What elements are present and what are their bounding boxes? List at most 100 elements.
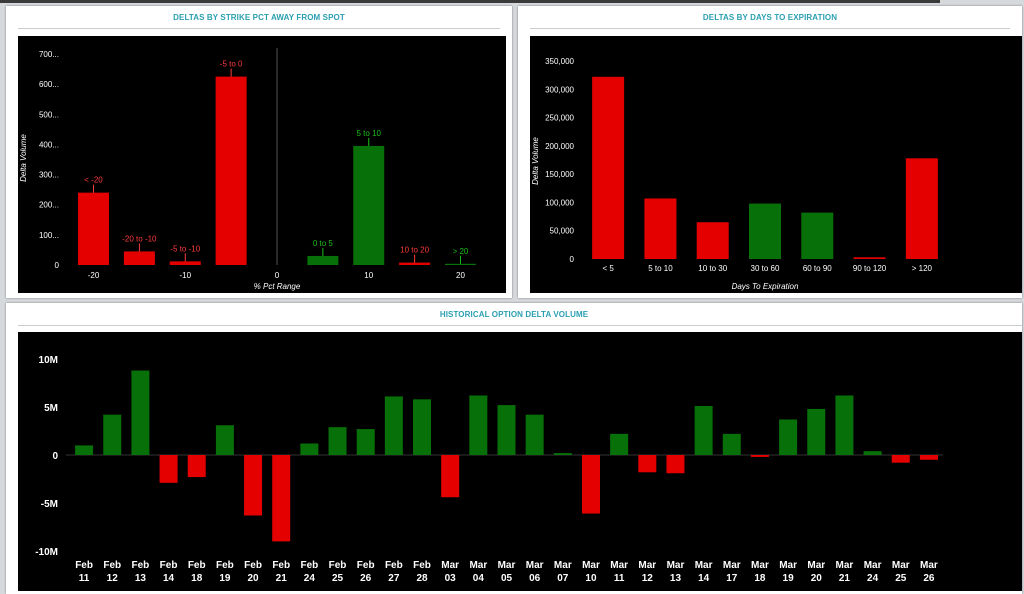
x-tick-day: 12 [642, 573, 654, 584]
panel-title: DELTAS BY STRIKE PCT AWAY FROM SPOT [173, 13, 345, 22]
x-tick-month: Mar [582, 560, 600, 571]
y-tick-label: 50,000 [550, 227, 575, 236]
y-tick-label: 250,000 [545, 114, 574, 123]
x-tick-day: 18 [191, 573, 203, 584]
historical-delta-panel: HISTORICAL OPTION DELTA VOLUME 10M 5M 0 -5M… [6, 303, 1022, 594]
x-tick-month: Feb [216, 560, 234, 571]
historical-delta-chart: 10M 5M 0 -5M -10M Feb 11 Feb 12 Feb 13 Feb 14 Feb 18 Fe… [35, 355, 943, 584]
bar [169, 261, 201, 265]
x-tick-label: < 5 [602, 264, 614, 273]
bar [413, 399, 432, 455]
bar [835, 395, 854, 455]
y-tick-label: 150,000 [545, 170, 574, 179]
x-tick-label: 10 [364, 271, 373, 280]
bar [384, 396, 403, 455]
bar [694, 406, 713, 455]
bar [497, 405, 516, 455]
bar [215, 425, 234, 455]
x-tick-day: 24 [867, 573, 879, 584]
y-tick-label: 200... [39, 201, 59, 210]
x-tick-month: Mar [836, 560, 854, 571]
bar [215, 76, 247, 265]
x-tick-label: 90 to 120 [853, 264, 887, 273]
bar-data-label: > 20 [453, 247, 469, 256]
y-tick-label: 600... [39, 80, 59, 89]
y-tick-label: 0 [52, 451, 58, 462]
bar [307, 255, 339, 265]
days-to-expiration-panel: DELTAS BY DAYS TO EXPIRATION 0 50,000 100,… [518, 6, 1022, 298]
x-tick-month: Feb [132, 560, 150, 571]
y-tick-label: 400... [39, 140, 59, 149]
x-tick-label: > 120 [912, 264, 933, 273]
x-tick-label: 30 to 60 [751, 264, 780, 273]
history-chart-area: 10M 5M 0 -5M -10M Feb 11 Feb 12 Feb 13 Feb 14 Feb 18 Fe… [18, 332, 1022, 591]
bar [696, 222, 729, 259]
bar [610, 433, 629, 455]
y-tick-label: 10M [39, 355, 58, 366]
bar [75, 445, 94, 455]
x-tick-month: Feb [357, 560, 375, 571]
x-tick-day: 06 [529, 573, 541, 584]
x-axis-title: % Pct Range [254, 282, 301, 291]
y-tick-label: 100... [39, 231, 59, 240]
bar [666, 455, 685, 474]
y-tick-label: 0 [55, 261, 60, 270]
x-tick-label: 10 to 30 [698, 264, 727, 273]
panel-title: HISTORICAL OPTION DELTA VOLUME [439, 310, 589, 319]
x-tick-label: 20 [456, 271, 465, 280]
bar [525, 414, 544, 455]
y-tick-label: 300,000 [545, 85, 574, 94]
x-tick-day: 13 [135, 573, 147, 584]
x-tick-day: 14 [698, 573, 710, 584]
y-axis-title: Delta Volume [19, 134, 28, 182]
x-tick-month: Mar [779, 560, 797, 571]
bar [131, 370, 150, 455]
x-tick-day: 19 [783, 573, 795, 584]
x-tick-month: Feb [272, 560, 290, 571]
bar [592, 76, 625, 259]
bar [644, 198, 677, 259]
dte-chart-area: 0 50,000 100,000 150,000 200,000 250,000 300,0… [530, 36, 1022, 293]
x-tick-month: Mar [498, 560, 516, 571]
x-tick-month: Feb [385, 560, 403, 571]
x-tick-month: Feb [329, 560, 347, 571]
x-tick-month: Feb [244, 560, 262, 571]
x-tick-day: 14 [163, 573, 175, 584]
x-tick-day: 11 [614, 573, 625, 584]
bar [78, 192, 110, 265]
x-tick-day: 03 [445, 573, 457, 584]
bar [891, 455, 910, 463]
x-tick-day: 28 [416, 573, 428, 584]
bar-data-label: < -20 [84, 176, 103, 185]
bar [123, 251, 155, 265]
x-tick-month: Mar [920, 560, 938, 571]
bar [441, 455, 460, 498]
bar-data-label: -5 to -10 [170, 244, 200, 253]
x-tick-day: 26 [923, 573, 935, 584]
x-tick-month: Mar [554, 560, 572, 571]
y-tick-label: 300... [39, 171, 59, 180]
title-divider [18, 325, 1022, 326]
window-top-edge [0, 0, 940, 3]
x-tick-day: 26 [360, 573, 372, 584]
bar [801, 212, 834, 259]
bar [159, 455, 178, 483]
x-tick-month: Feb [103, 560, 121, 571]
x-tick-day: 24 [304, 573, 316, 584]
x-tick-month: Mar [469, 560, 487, 571]
x-tick-month: Feb [300, 560, 318, 571]
x-tick-label: 5 to 10 [648, 264, 673, 273]
bar [300, 443, 319, 455]
bar [399, 262, 431, 265]
bar-data-label: 10 to 20 [400, 246, 429, 255]
bar [638, 455, 657, 473]
title-divider [18, 28, 500, 29]
title-divider [530, 28, 1010, 29]
y-tick-label: -10M [35, 547, 58, 558]
x-tick-month: Mar [695, 560, 713, 571]
y-axis-title: Delta Volume [531, 137, 540, 185]
x-tick-label: -10 [179, 271, 191, 280]
x-tick-label: -20 [88, 271, 100, 280]
bar [356, 429, 375, 455]
x-tick-month: Feb [413, 560, 431, 571]
